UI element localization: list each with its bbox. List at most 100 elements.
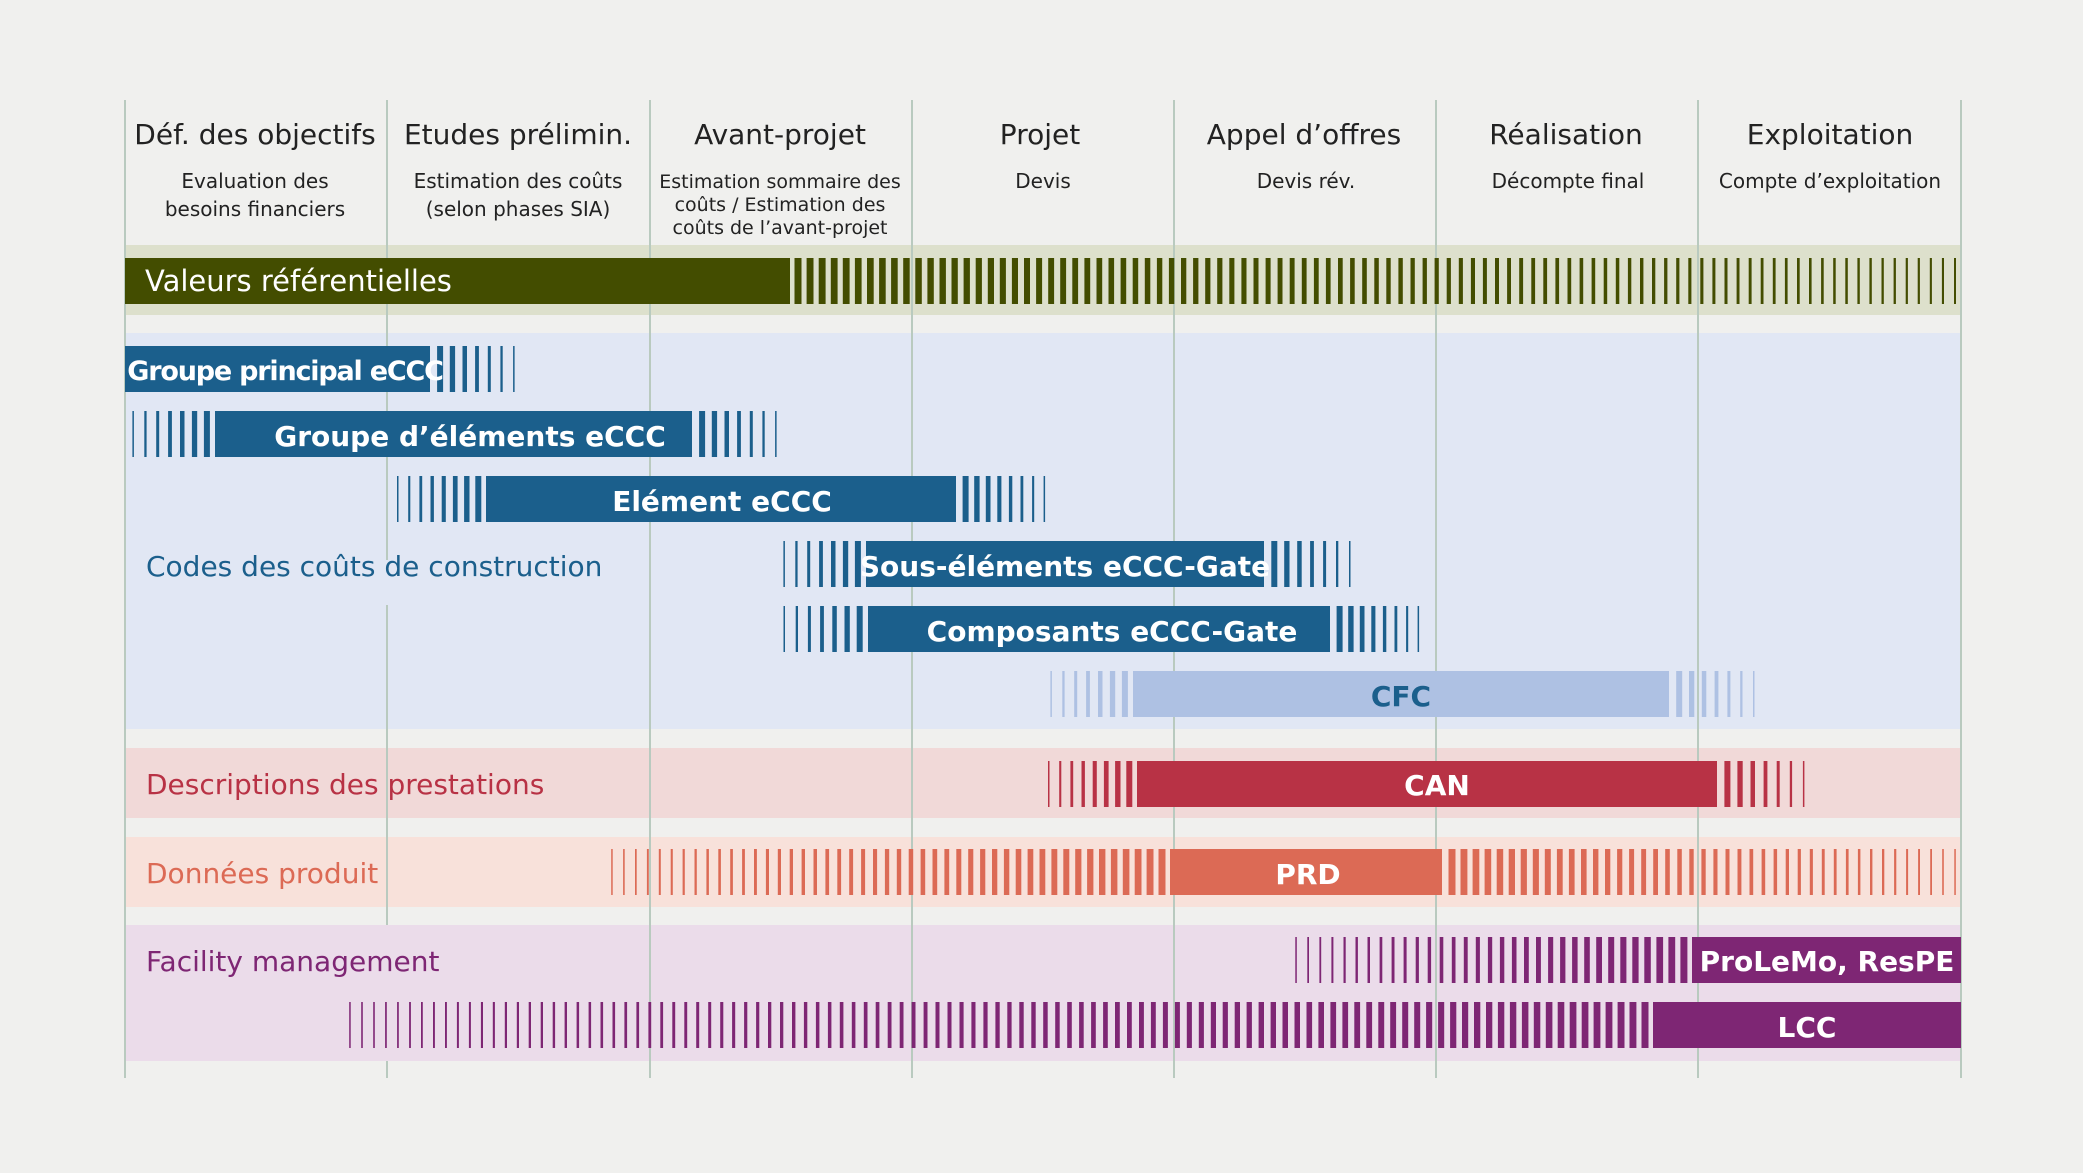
lcc-stripe [373,1002,375,1048]
lcc-stripe [863,1002,868,1048]
lcc-stripe [385,1002,387,1048]
valeurs-stripe [1156,258,1163,304]
phase-subtitle: Estimation sommaire des [659,171,900,193]
codes-band [125,333,1961,729]
valeurs-stripe [1797,258,1800,304]
sous-elements-stripe [842,541,849,587]
element-bar [486,476,956,522]
lcc-stripe [983,1002,988,1048]
composants-stripe [795,606,798,652]
valeurs-stripe [1712,258,1716,304]
valeurs-bar [125,258,790,304]
prd-stripe [1809,849,1813,895]
valeurs-stripe [1929,258,1932,304]
composants-stripe [1336,606,1343,652]
valeurs-stripe [1833,258,1836,304]
prd-stripe [1027,849,1034,895]
lcc-stripe [1043,1002,1048,1048]
lcc-stripe [1605,1002,1613,1048]
prolemo-stripe [1295,937,1297,983]
lcc-stripe [588,1002,592,1048]
valeurs-stripe [1869,258,1872,304]
prd-stripe [1520,849,1527,895]
prd-stripe [908,849,914,895]
valeurs-stripe [1784,258,1788,304]
prd-stripe [1063,849,1070,895]
cfc-stripe [1121,671,1128,717]
sous-elements-stripe [795,541,798,587]
prolemo-stripe [1644,937,1651,983]
prd-stripe [1484,849,1492,895]
lcc-stripe [815,1002,820,1048]
lcc-stripe [433,1002,435,1048]
prolemo-stripe [1403,937,1407,983]
prd-stripe [658,849,661,895]
lcc-stripe [720,1002,724,1048]
composants-stripe [1348,606,1354,652]
prd-stripe [682,849,685,895]
valeurs-stripe [1809,258,1812,304]
prd-stripe [1833,849,1837,895]
lcc-stripe [1318,1002,1324,1048]
lcc-stripe [612,1002,616,1048]
lcc-stripe [1438,1002,1445,1048]
valeurs-stripe [1362,258,1367,304]
can-stripe [1081,761,1085,807]
lcc-stripe [1234,1002,1240,1048]
lcc-stripe [1150,1002,1156,1048]
lcc-stripe [660,1002,664,1048]
valeurs-stripe [1700,258,1704,304]
prd-stripe [742,849,745,895]
prd-stripe [1629,849,1635,895]
prd-stripe [730,849,733,895]
valeurs-stripe [1724,258,1728,304]
valeurs-stripe [879,258,886,304]
valeurs-stripe [1917,258,1920,304]
lcc-stripe [1641,1002,1649,1048]
lcc-stripe [1282,1002,1288,1048]
prolemo-stripe [1524,937,1529,983]
can-stripe [1092,761,1097,807]
lcc-stripe [1402,1002,1409,1048]
prd-stripe [1158,849,1166,895]
element-stripe [1008,476,1013,522]
lcc-stripe [636,1002,640,1048]
prolemo-stripe [1499,937,1505,983]
prd-stripe [1508,849,1515,895]
phase-subtitle: Estimation des coûts [414,169,623,193]
prd-bar [1170,849,1442,895]
lcc-stripe [1103,1002,1108,1048]
valeurs-stripe [1905,258,1908,304]
groupe-principal-bar [125,346,430,392]
lcc-stripe [672,1002,676,1048]
prd-stripe [956,849,962,895]
prd-stripe [1882,849,1885,895]
lcc-stripe [564,1002,567,1048]
prd-stripe [1496,849,1504,895]
prolemo-stripe [1536,937,1541,983]
lcc-stripe [1031,1002,1036,1048]
lcc-stripe [1629,1002,1637,1048]
groupe-elements-stripe [156,411,160,457]
groupe-elements-stripe [749,411,753,457]
sous-elements-bar [866,541,1264,587]
phase-title: Projet [1000,118,1080,151]
lcc-stripe [947,1002,952,1048]
element-label: Elément eCCC [612,485,832,518]
lcc-stripe [1091,1002,1096,1048]
prolemo-stripe [1560,937,1566,983]
prolemo-stripe [1656,937,1664,983]
prd-stripe [1605,849,1611,895]
lcc-stripe [1450,1002,1457,1048]
element-stripe [408,476,411,522]
prd-stripe [1641,849,1647,895]
composants-stripe [1394,606,1398,652]
prolemo-stripe [1331,937,1334,983]
valeurs-stripe [1205,258,1211,304]
valeurs-stripe [1289,258,1295,304]
lcc-stripe [528,1002,531,1048]
prd-stripe [754,849,757,895]
lcc-stripe [409,1002,411,1048]
phase-subtitle: Devis [1015,169,1071,193]
